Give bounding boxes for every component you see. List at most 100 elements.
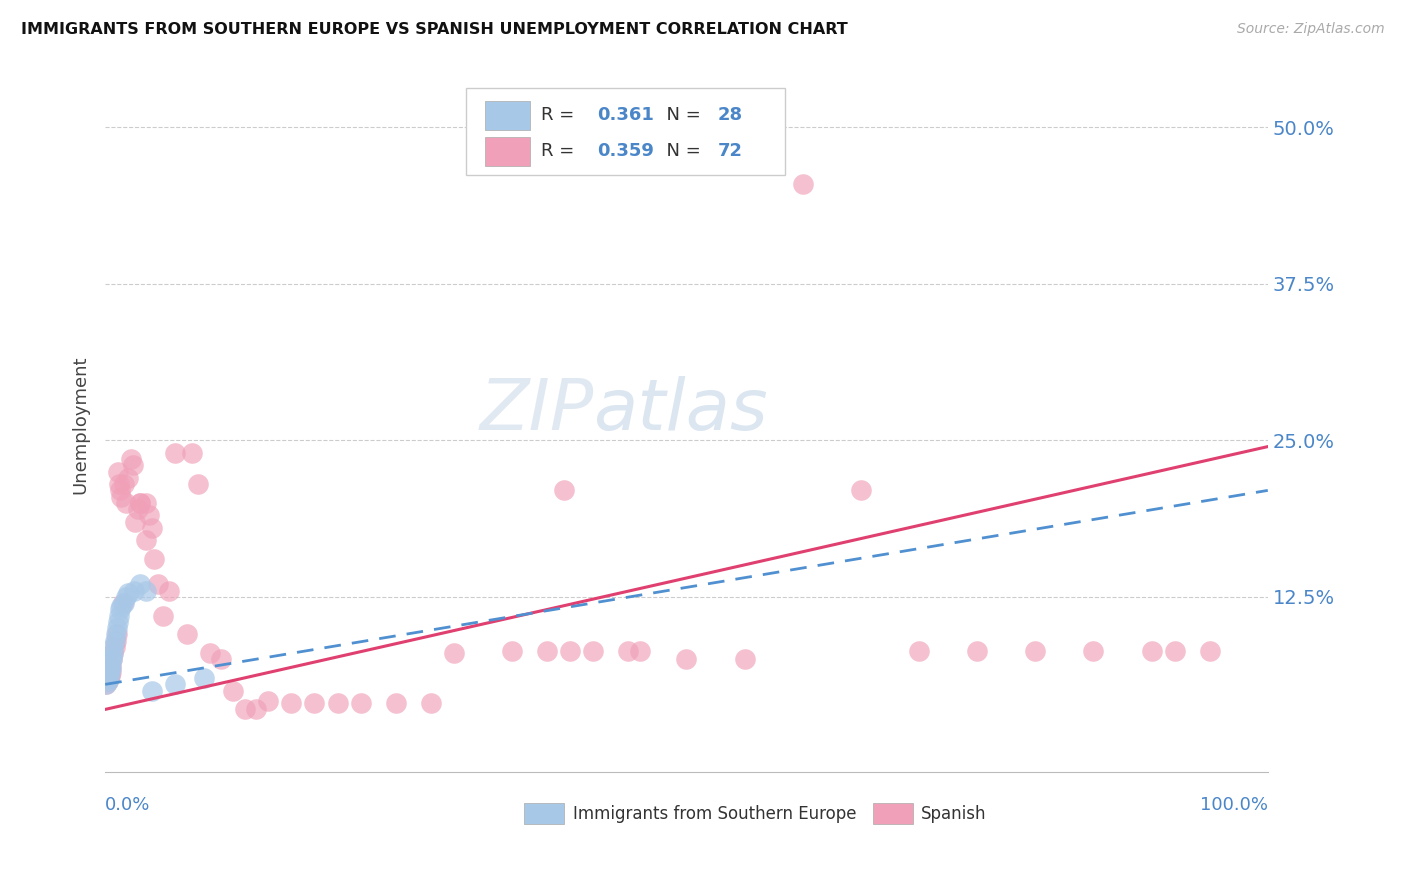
Point [176,627,198,641]
Point [100,661,122,675]
Point [115,496,138,510]
Text: 0.359: 0.359 [598,142,654,161]
Point [97,665,120,679]
Point [157,583,180,598]
Point [1164,643,1187,657]
Point [103,633,125,648]
Point [501,643,523,657]
FancyBboxPatch shape [873,803,912,824]
Point [98,661,121,675]
Point [280,696,302,710]
Text: Immigrants from Southern Europe: Immigrants from Southern Europe [572,805,856,822]
FancyBboxPatch shape [465,87,786,175]
Point [792,177,814,191]
Text: N =: N = [655,142,707,161]
Text: ZIP: ZIP [479,376,593,445]
Point [97,671,120,685]
Point [107,465,129,479]
Point [101,652,124,666]
Point [96,673,118,688]
Text: IMMIGRANTS FROM SOUTHERN EUROPE VS SPANISH UNEMPLOYMENT CORRELATION CHART: IMMIGRANTS FROM SOUTHERN EUROPE VS SPANI… [21,22,848,37]
Point [966,643,988,657]
Point [111,596,134,610]
Point [135,496,157,510]
Point [675,652,697,666]
Point [129,496,152,510]
Point [103,646,125,660]
Point [100,665,122,679]
Point [1198,643,1220,657]
Point [122,458,145,473]
Point [98,665,121,679]
Point [108,608,131,623]
Point [187,477,209,491]
Text: 100.0%: 100.0% [1199,797,1268,814]
Point [1024,643,1046,657]
Point [110,599,132,613]
Point [129,496,152,510]
Y-axis label: Unemployment: Unemployment [72,355,89,494]
Point [107,615,129,629]
Text: 0.0%: 0.0% [105,797,150,814]
Point [849,483,872,498]
Point [127,502,149,516]
Point [105,627,128,641]
Point [163,677,186,691]
Point [98,658,121,673]
Point [97,671,120,685]
Point [617,643,640,657]
Point [222,683,245,698]
Point [105,621,128,635]
Point [385,696,408,710]
Point [138,508,160,523]
Point [419,696,441,710]
Point [117,586,139,600]
Point [108,477,131,491]
Point [181,446,204,460]
Point [198,646,221,660]
Point [96,677,118,691]
Point [103,640,125,654]
Point [101,652,124,666]
Point [163,446,186,460]
FancyBboxPatch shape [485,136,530,166]
Point [96,668,118,682]
Point [146,577,169,591]
Point [152,608,174,623]
Point [100,652,122,666]
FancyBboxPatch shape [523,803,564,824]
Point [135,583,157,598]
Point [112,596,135,610]
Point [582,643,605,657]
Point [233,702,256,716]
Text: 0.361: 0.361 [598,106,654,124]
Point [120,452,142,467]
Point [141,683,163,698]
Point [110,490,132,504]
Point [560,643,582,657]
Point [628,643,651,657]
Text: N =: N = [655,106,707,124]
Point [1083,643,1105,657]
Point [112,477,135,491]
FancyBboxPatch shape [485,101,530,130]
Point [135,533,157,548]
Point [96,673,118,688]
Point [129,577,152,591]
Point [908,643,931,657]
Point [115,590,138,604]
Point [124,583,146,598]
Point [1140,643,1163,657]
Text: Source: ZipAtlas.com: Source: ZipAtlas.com [1237,22,1385,37]
Text: R =: R = [541,106,581,124]
Point [143,552,166,566]
Point [104,627,127,641]
Point [326,696,349,710]
Point [245,702,267,716]
Point [124,515,146,529]
Point [553,483,575,498]
Point [193,671,215,685]
Point [96,668,118,682]
Text: 28: 28 [718,106,742,124]
Text: R =: R = [541,142,581,161]
